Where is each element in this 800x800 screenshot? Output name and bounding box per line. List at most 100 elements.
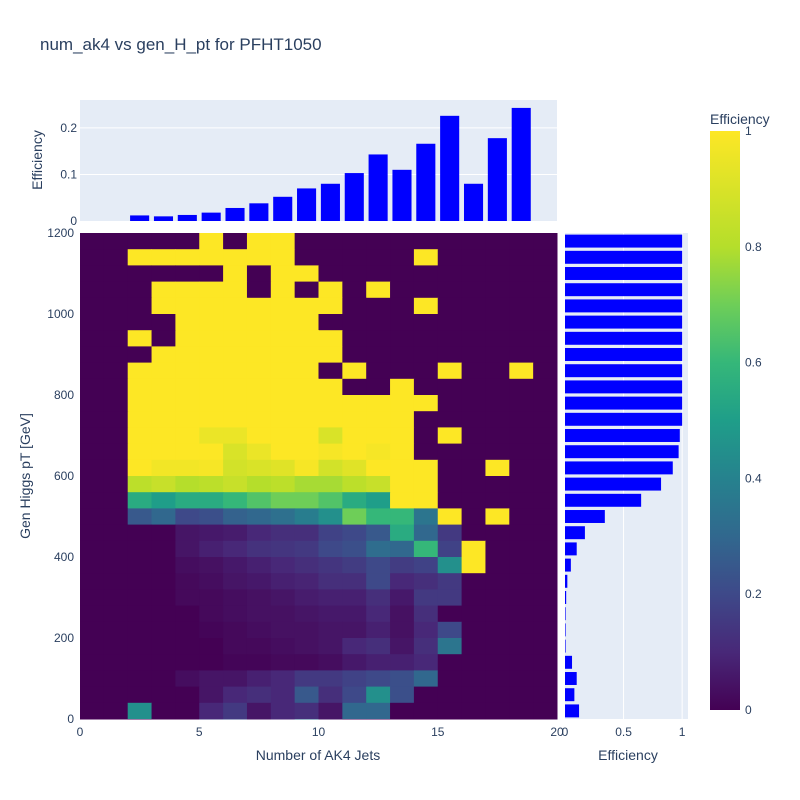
heatmap-cell [199, 540, 224, 558]
right-hist-x-ticks: 0 0.5 1 [562, 725, 686, 739]
heatmap-cell [175, 249, 200, 266]
heatmap-cell [223, 395, 248, 412]
right-hist-bar [565, 591, 567, 604]
heatmap-cell [533, 362, 558, 380]
heatmap-cell [103, 411, 129, 428]
heatmap-cell [151, 638, 176, 655]
heatmap-cell [103, 314, 129, 331]
heatmap-cell [366, 686, 391, 704]
heatmap-cell [223, 281, 248, 299]
heatmap-cell [342, 540, 367, 558]
heatmap-cell [270, 540, 296, 558]
heatmap-cell [223, 492, 248, 509]
heatmap-cell [437, 605, 463, 623]
heatmap-cell [509, 395, 534, 412]
heatmap-cell [318, 540, 343, 558]
heatmap-cell [270, 297, 296, 315]
heatmap-cell [294, 605, 319, 623]
heatmap-cell [103, 589, 129, 607]
heatmap-cell [223, 524, 248, 542]
heatmap-cell [413, 524, 439, 542]
heatmap-cell [294, 621, 319, 639]
heatmap-cell [80, 314, 105, 331]
heatmap-cell [318, 702, 343, 720]
heatmap-cell [437, 702, 463, 720]
heatmap-cell [509, 281, 534, 299]
heatmap-cell [151, 249, 176, 266]
heatmap-cell [127, 395, 153, 412]
right-hist-bar [565, 607, 566, 621]
colorbar-tick-label: 0.4 [745, 471, 762, 485]
heatmap-cell [318, 427, 343, 445]
heatmap-cell [127, 557, 153, 574]
heatmap-cell [175, 476, 200, 493]
heatmap-cell [342, 427, 367, 445]
heatmap-cell [199, 314, 224, 331]
heatmap-cell [390, 281, 415, 299]
heatmap-cell [437, 589, 463, 607]
heatmap-cell [413, 443, 439, 461]
heatmap-cell [485, 524, 510, 542]
heatmap-cell [318, 362, 343, 380]
heatmap-cell [437, 346, 463, 364]
heatmap-cell [461, 427, 486, 445]
heatmap-cell [318, 459, 343, 477]
heatmap-cell [509, 362, 534, 380]
heatmap-cell [223, 654, 248, 671]
heatmap-cell [509, 605, 534, 623]
heatmap-cell [80, 621, 105, 639]
right-hist-bar [565, 412, 683, 426]
heatmap-cell [223, 719, 248, 720]
heatmap-cell [80, 362, 105, 380]
heatmap-cell [318, 508, 343, 526]
heatmap-cell [246, 508, 272, 526]
heatmap-cell [246, 719, 272, 720]
heatmap-cell [246, 233, 272, 250]
heatmap-cell [485, 249, 510, 266]
heatmap-cell [223, 557, 248, 574]
heatmap-cell [318, 589, 343, 607]
right-hist-bar [565, 704, 580, 718]
heatmap-cell [461, 557, 486, 574]
right-hist-bar [565, 639, 566, 653]
heatmap-cell [270, 249, 296, 266]
heatmap-cell [103, 508, 129, 526]
heatmap-cell [80, 395, 105, 412]
top-hist-y-tick-label: 0 [70, 214, 77, 228]
right-hist-bar [565, 380, 683, 394]
heatmap-cell [246, 249, 272, 266]
heatmap-cell [413, 378, 439, 396]
top-hist-bar [201, 212, 221, 221]
top-hist-bar [320, 183, 340, 221]
heatmap-cell [270, 492, 296, 509]
heatmap-cell [127, 297, 153, 315]
heatmap-cell [461, 686, 486, 704]
chart-title: num_ak4 vs gen_H_pt for PFHT1050 [40, 35, 322, 54]
heatmap-cell [437, 638, 463, 655]
heatmap-cell [270, 557, 296, 574]
heatmap-cell [151, 443, 176, 461]
heatmap-cell [342, 621, 367, 639]
heatmap-cell [509, 621, 534, 639]
heatmap-cell [103, 540, 129, 558]
heatmap-cell [413, 459, 439, 477]
heatmap-cell [461, 330, 486, 347]
heatmap-cell [199, 670, 224, 688]
heatmap-cell [318, 492, 343, 509]
heatmap-cell [246, 573, 272, 590]
heatmap-cell [80, 427, 105, 445]
top-hist-gridlines [80, 127, 557, 175]
heatmap-cell [80, 249, 105, 266]
heatmap-cell [318, 249, 343, 266]
heatmap-cell [151, 476, 176, 493]
heatmap-cell [175, 362, 200, 380]
heatmap-cell [390, 492, 415, 509]
heatmap-cell [103, 346, 129, 364]
heatmap-cell [485, 411, 510, 428]
heatmap-cell [151, 573, 176, 590]
heatmap-cell [199, 346, 224, 364]
heatmap-cell [366, 281, 391, 299]
heatmap-cell [318, 557, 343, 574]
heatmap-cell [533, 589, 558, 607]
heatmap-cell [509, 524, 534, 542]
